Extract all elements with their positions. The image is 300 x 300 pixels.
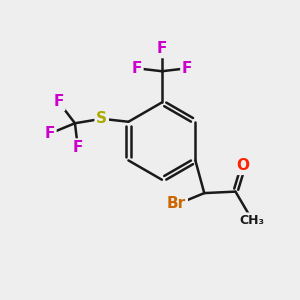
Text: Br: Br bbox=[167, 196, 186, 211]
Text: F: F bbox=[73, 140, 83, 155]
Text: F: F bbox=[53, 94, 64, 110]
Text: F: F bbox=[131, 61, 142, 76]
Text: F: F bbox=[182, 61, 192, 76]
Text: CH₃: CH₃ bbox=[239, 214, 264, 227]
Text: F: F bbox=[44, 126, 55, 141]
Text: S: S bbox=[96, 111, 107, 126]
Text: F: F bbox=[157, 41, 167, 56]
Text: O: O bbox=[236, 158, 249, 173]
